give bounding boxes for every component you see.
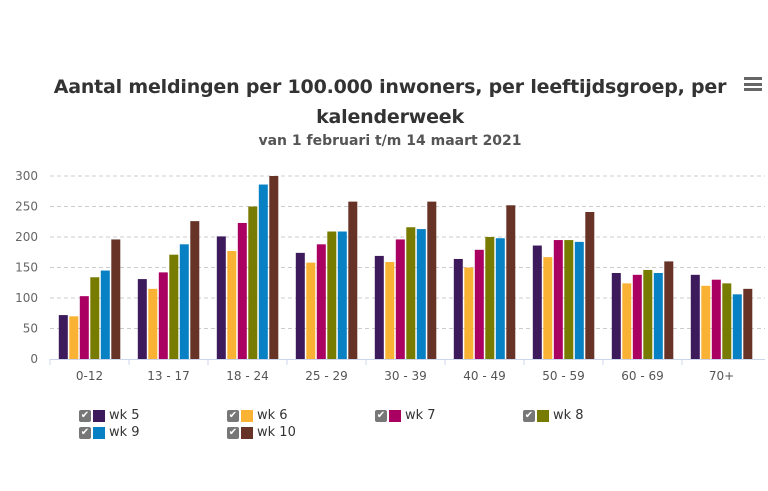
bar-wk-8-60-69 <box>643 269 653 359</box>
legend-swatch <box>241 409 253 422</box>
checkbox-icon[interactable]: ✔ <box>79 409 91 422</box>
bar-wk-5-30-39 <box>374 255 384 359</box>
legend-label: wk 8 <box>553 408 584 423</box>
chart-subtitle: van 1 februari t/m 14 maart 2021 <box>258 133 522 149</box>
bar-wk-6-70+ <box>701 285 711 359</box>
bar-wk-7-50-59 <box>553 240 563 359</box>
bar-wk-6-30-39 <box>385 262 395 359</box>
x-tick-label: 30 - 39 <box>384 369 427 383</box>
bar-wk-9-18-24 <box>258 184 268 359</box>
bar-wk-9-30-39 <box>416 229 426 359</box>
bar-wk-10-13-17 <box>190 221 200 359</box>
checkbox-icon[interactable]: ✔ <box>79 426 91 439</box>
y-tick-label: 150 <box>15 261 38 275</box>
bar-wk-6-0-12 <box>69 316 79 359</box>
legend-swatch <box>241 426 253 439</box>
bar-wk-9-25-29 <box>337 231 347 359</box>
bar-wk-9-60-69 <box>653 272 663 359</box>
bar-wk-10-0-12 <box>111 239 121 359</box>
bar-wk-5-13-17 <box>137 279 147 359</box>
bar-wk-5-25-29 <box>295 252 305 359</box>
bar-wk-10-25-29 <box>348 201 358 359</box>
bar-wk-8-25-29 <box>327 231 337 359</box>
legend-item[interactable]: ✔ wk 10 <box>227 425 296 440</box>
bar-wk-8-70+ <box>722 283 732 359</box>
x-tick-label: 70+ <box>709 369 734 383</box>
legend-label: wk 7 <box>405 408 436 423</box>
bar-wk-5-18-24 <box>216 236 226 359</box>
bar-wk-6-60-69 <box>622 283 632 359</box>
legend-swatch <box>389 409 401 422</box>
bar-wk-10-60-69 <box>664 261 674 359</box>
bar-wk-8-30-39 <box>406 227 416 359</box>
legend-swatch <box>537 409 549 422</box>
legend-label: wk 6 <box>257 408 288 423</box>
bar-wk-10-50-59 <box>585 211 595 359</box>
bar-wk-5-0-12 <box>58 315 68 359</box>
bar-wk-7-0-12 <box>79 296 89 359</box>
x-tick-label: 40 - 49 <box>463 369 506 383</box>
y-tick-label: 250 <box>15 200 38 214</box>
bar-wk-5-50-59 <box>532 245 542 359</box>
x-tick-label: 13 - 17 <box>147 369 190 383</box>
bar-wk-8-50-59 <box>564 240 574 359</box>
bar-wk-9-50-59 <box>574 241 584 359</box>
bar-wk-7-18-24 <box>237 222 247 359</box>
legend-item[interactable]: ✔ wk 9 <box>79 425 140 440</box>
y-tick-label: 300 <box>15 169 38 183</box>
bar-wk-8-40-49 <box>485 237 495 359</box>
legend-item[interactable]: ✔ wk 5 <box>79 408 140 423</box>
x-tick-label: 0-12 <box>76 369 103 383</box>
bar-wk-8-0-12 <box>90 277 100 359</box>
bar-wk-5-60-69 <box>611 272 621 359</box>
bar-wk-6-40-49 <box>464 267 474 359</box>
bar-wk-5-40-49 <box>453 258 463 359</box>
x-tick-label: 18 - 24 <box>226 369 269 383</box>
bar-chart: 0 50 100 150 200 250 300 0-12 13 - 17 18 - 24 25 -… <box>15 169 765 383</box>
x-tick-label: 50 - 59 <box>542 369 585 383</box>
bar-wk-6-13-17 <box>148 288 158 359</box>
bar-wk-10-18-24 <box>269 176 279 359</box>
bar-wk-9-13-17 <box>179 244 189 359</box>
bar-wk-7-25-29 <box>316 244 326 359</box>
x-tick-label: 25 - 29 <box>305 369 348 383</box>
legend-item[interactable]: ✔ wk 8 <box>523 408 584 423</box>
bar-wk-6-18-24 <box>227 251 237 359</box>
y-tick-label: 50 <box>23 322 38 336</box>
bar-wk-10-30-39 <box>427 201 437 359</box>
legend-label: wk 10 <box>257 425 296 440</box>
bar-wk-7-40-49 <box>474 249 484 359</box>
x-tick-label: 60 - 69 <box>621 369 664 383</box>
checkbox-icon[interactable]: ✔ <box>523 409 535 422</box>
checkbox-icon[interactable]: ✔ <box>227 426 239 439</box>
bar-wk-5-70+ <box>690 274 700 359</box>
bar-wk-9-70+ <box>732 294 742 359</box>
legend-item[interactable]: ✔ wk 7 <box>375 408 436 423</box>
legend-item[interactable]: ✔ wk 6 <box>227 408 288 423</box>
bar-wk-9-0-12 <box>100 270 110 359</box>
legend-label: wk 9 <box>109 425 140 440</box>
y-tick-label: 0 <box>30 352 38 366</box>
bar-wk-8-13-17 <box>169 254 179 359</box>
bar-wk-7-13-17 <box>158 272 168 359</box>
chart-title: Aantal meldingen per 100.000 inwoners, p… <box>53 76 727 128</box>
bar-wk-7-60-69 <box>632 274 642 359</box>
legend-swatch <box>93 426 105 439</box>
bar-wk-6-25-29 <box>306 262 316 359</box>
checkbox-icon[interactable]: ✔ <box>375 409 387 422</box>
bar-wk-10-40-49 <box>506 205 516 359</box>
hamburger-menu-icon[interactable] <box>744 77 762 91</box>
bar-wk-7-70+ <box>711 279 721 359</box>
bar-wk-6-50-59 <box>543 257 553 359</box>
bar-wk-10-70+ <box>743 288 753 359</box>
bar-wk-7-30-39 <box>395 239 405 359</box>
bar-wk-9-40-49 <box>495 238 505 359</box>
y-tick-label: 200 <box>15 230 38 244</box>
y-tick-label: 100 <box>15 291 38 305</box>
legend-label: wk 5 <box>109 408 140 423</box>
bar-wk-8-18-24 <box>248 206 258 359</box>
checkbox-icon[interactable]: ✔ <box>227 409 239 422</box>
legend-swatch <box>93 409 105 422</box>
